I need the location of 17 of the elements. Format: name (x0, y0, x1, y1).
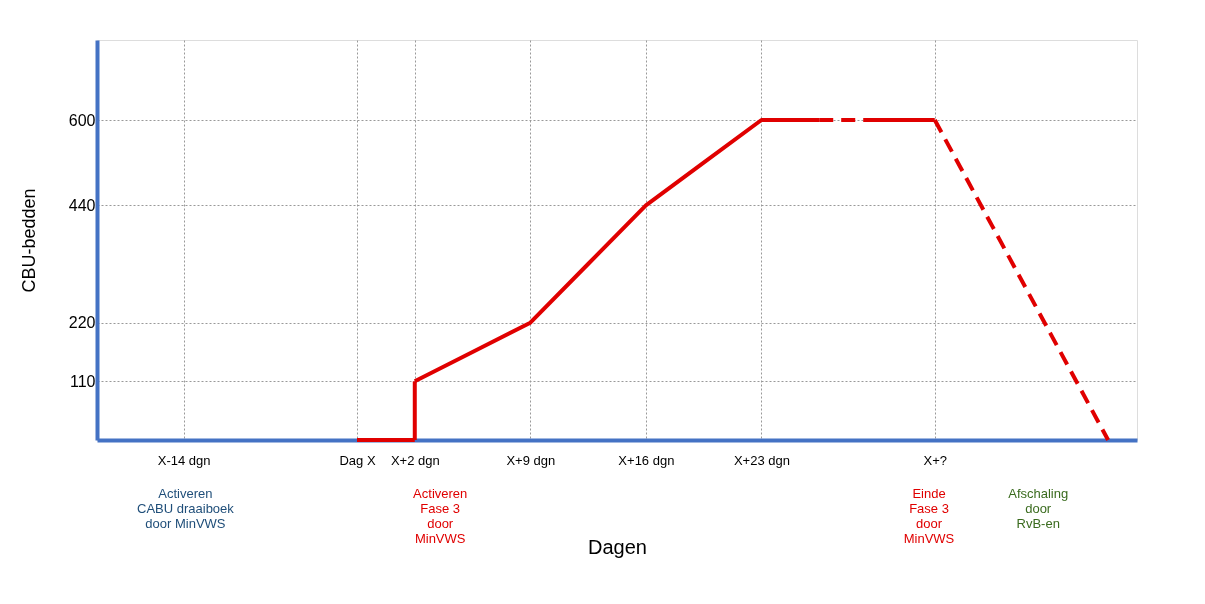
x-tick-label: X-14 dgn (157, 452, 211, 468)
text: Activeren CABU draaiboek door MinVWS (136, 486, 235, 531)
text: Afschaling door RvB-en (1008, 486, 1069, 531)
x-tick-label: X+? (923, 452, 948, 468)
y-tick-label: 220 (68, 314, 96, 332)
x-tick-label: X+2 dgn (390, 452, 440, 468)
text: Activeren Fase 3 door MinVWS (413, 486, 468, 546)
x-axis-title: Dagen (588, 535, 647, 558)
text: Einde Fase 3 door MinVWS (903, 486, 955, 546)
y-tick-label: 440 (68, 196, 96, 214)
x-tick-label: X+23 dgn (733, 452, 790, 468)
x-tick-label: X+16 dgn (618, 452, 675, 468)
x-tick-label: Dag X (339, 452, 376, 468)
y-tick-label: 110 (69, 372, 96, 390)
y-tick-label: 600 (68, 111, 96, 129)
y-axis-title: CBU-bedden (18, 188, 39, 293)
x-tick-label: X+9 dgn (506, 452, 556, 468)
